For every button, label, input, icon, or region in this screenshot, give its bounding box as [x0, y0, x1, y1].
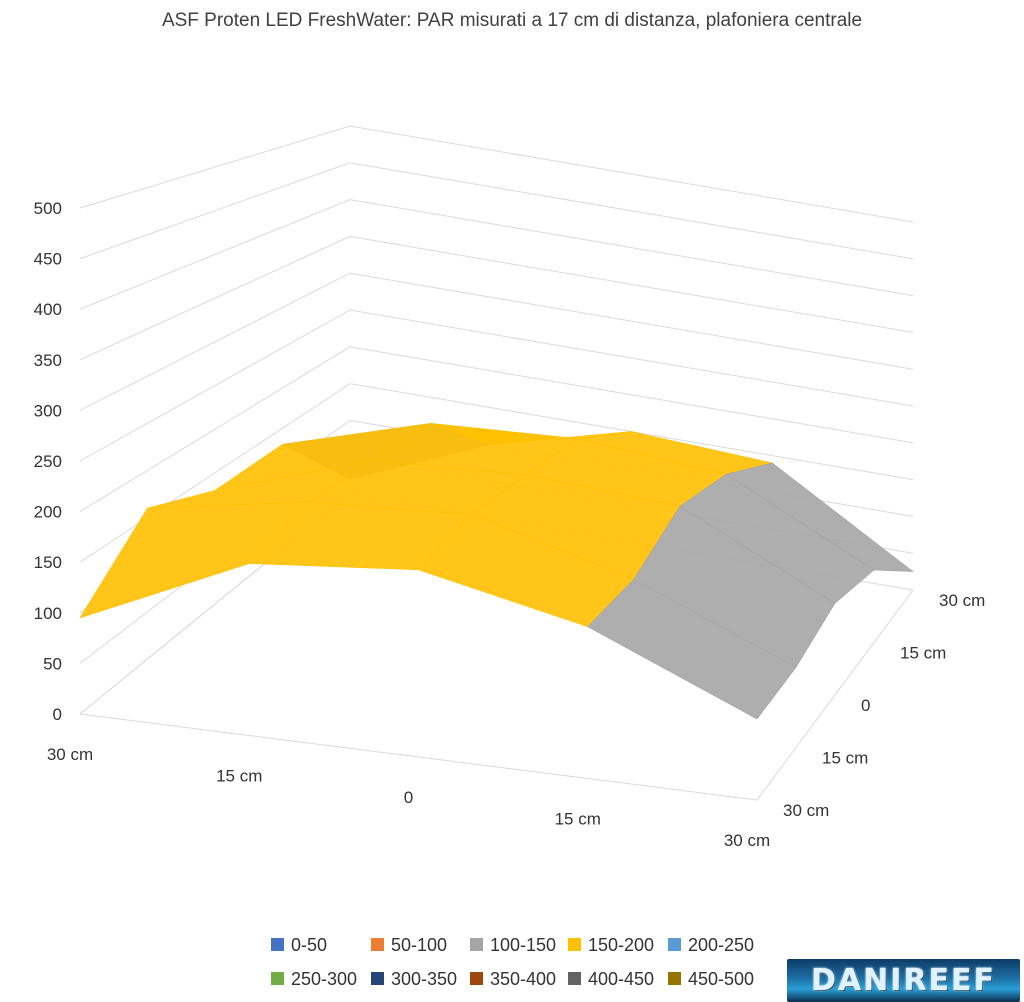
x-tick-label: 15 cm [216, 767, 262, 786]
legend-swatch [271, 938, 284, 951]
watermark-text: DANIREEF [811, 963, 996, 998]
legend-swatch [668, 938, 681, 951]
y-tick-label: 30 cm [783, 801, 829, 820]
chart-title: ASF Proten LED FreshWater: PAR misurati … [162, 10, 862, 31]
y-tick-label: 0 [861, 696, 870, 715]
watermark-logo: DANIREEF [787, 959, 1020, 1002]
floor-edge [79, 713, 758, 801]
z-tick-label: 350 [34, 351, 62, 370]
x-tick-label: 30 cm [724, 831, 770, 850]
gridline [79, 199, 914, 310]
legend-swatch [668, 972, 681, 985]
legend-label: 300-350 [391, 969, 457, 989]
legend-swatch [371, 972, 384, 985]
legend-swatch [271, 972, 284, 985]
y-tick-label: 30 cm [939, 591, 985, 610]
axis-labels: 0 50 100 150 200 250 300 350 400 450 500 30 cm 15 cm… [34, 199, 986, 850]
z-tick-label: 100 [34, 604, 62, 623]
legend-label: 200-250 [688, 935, 754, 955]
gridline [79, 162, 914, 260]
z-tick-label: 200 [34, 503, 62, 522]
x-tick-label: 15 cm [555, 810, 601, 829]
legend-swatch [470, 972, 483, 985]
legend-swatch [470, 938, 483, 951]
legend-label: 50-100 [391, 935, 447, 955]
surface-plot [79, 423, 914, 720]
z-tick-label: 300 [34, 401, 62, 420]
gridline [79, 309, 914, 462]
x-tick-label: 0 [404, 788, 413, 807]
legend-label: 150-200 [588, 935, 654, 955]
legend-label: 450-500 [688, 969, 754, 989]
legend-swatch [568, 972, 581, 985]
legend-label: 0-50 [291, 935, 327, 955]
legend-label: 250-300 [291, 969, 357, 989]
z-tick-label: 500 [34, 199, 62, 218]
gridline [79, 272, 914, 411]
legend-swatch [568, 938, 581, 951]
legend-swatch [371, 938, 384, 951]
legend-label: 400-450 [588, 969, 654, 989]
z-tick-label: 400 [34, 300, 62, 319]
x-tick-label: 30 cm [47, 745, 93, 764]
z-tick-label: 450 [34, 250, 62, 269]
surface-cell [587, 578, 797, 720]
z-tick-label: 0 [53, 705, 62, 724]
legend-label: 350-400 [490, 969, 556, 989]
gridline [79, 346, 914, 513]
z-tick-label: 50 [43, 654, 62, 673]
z-tick-label: 150 [34, 553, 62, 572]
y-tick-label: 15 cm [822, 749, 868, 768]
y-tick-label: 15 cm [900, 644, 946, 663]
legend-label: 100-150 [490, 935, 556, 955]
legend: 0-50 50-100 100-150 150-200 200-250 250-300 30… [271, 935, 754, 989]
floor-edge [756, 589, 914, 801]
gridline [79, 235, 914, 361]
gridline [79, 125, 914, 223]
z-tick-label: 250 [34, 452, 62, 471]
